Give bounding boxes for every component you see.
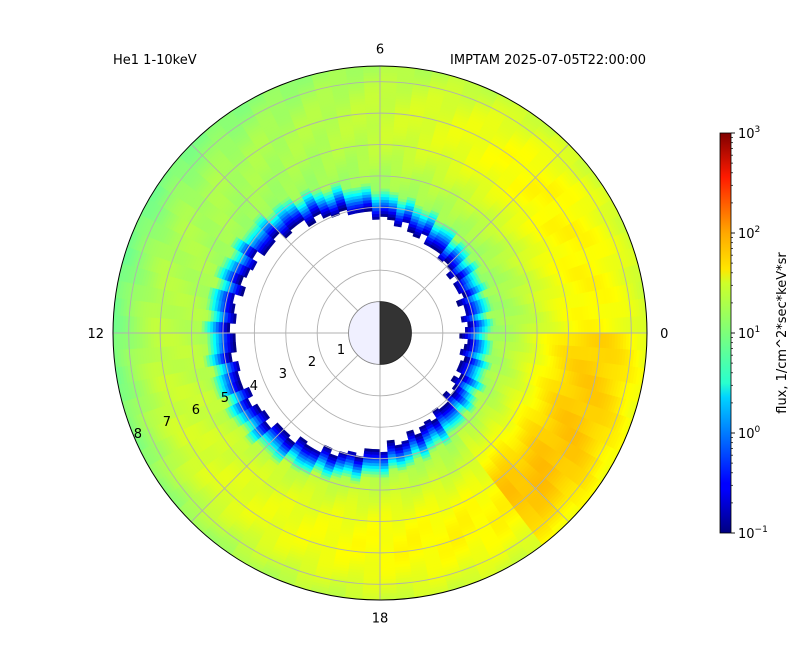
flux-cell: [650, 297, 655, 315]
flux-cell: [344, 59, 362, 64]
flux-cell: [380, 602, 398, 605]
flux-cell: [432, 66, 452, 71]
flux-cell: [637, 244, 646, 263]
flux-cell: [326, 66, 346, 70]
flux-cell: [113, 297, 114, 316]
flux-cell: [113, 261, 118, 281]
flux-cell: [362, 604, 380, 607]
flux-cell: [114, 403, 123, 422]
flux-cell: [649, 315, 652, 333]
flux-cell: [380, 61, 398, 64]
flux-cell: [113, 385, 118, 405]
flux-cell: [344, 599, 363, 600]
chart-title-right: IMPTAM 2025-07-05T22:00:00: [450, 53, 646, 68]
flux-cell: [119, 420, 130, 439]
flux-cell: [258, 78, 277, 90]
flux-cell: [362, 602, 380, 605]
flux-cell: [432, 595, 452, 600]
flux-cell: [326, 66, 345, 67]
flux-cell: [113, 367, 117, 387]
flux-cell: [467, 583, 486, 594]
flux-cell: [308, 595, 328, 600]
flux-cell: [113, 279, 117, 299]
flux-cell: [415, 599, 434, 600]
flux-cell: [274, 583, 293, 594]
flux-cell: [362, 58, 380, 61]
flux-cell: [106, 351, 111, 369]
flux-cell: [344, 66, 363, 67]
flux-cell: [105, 315, 108, 333]
flux-cell: [450, 590, 469, 599]
flux-cell: [105, 333, 108, 351]
flux-cell: [258, 576, 277, 588]
flux-cell: [623, 211, 635, 230]
flux-cell: [398, 59, 416, 64]
flux-cell: [630, 227, 641, 246]
flux-cell: [291, 67, 310, 76]
flux-cell: [623, 436, 635, 455]
flux-cell: [108, 315, 111, 333]
flux-cell: [397, 66, 416, 67]
flux-cell: [414, 596, 434, 600]
flux-cell: [119, 227, 130, 246]
flux-cell: [415, 66, 434, 67]
flux-cell: [291, 590, 310, 599]
chart-title-left: He1 1-10keV: [113, 53, 197, 68]
flux-cell: [106, 297, 111, 315]
flux-cell: [326, 599, 345, 600]
flux-cell: [450, 67, 469, 76]
flux-cell: [362, 61, 380, 64]
flux-cell: [483, 576, 502, 588]
flux-cell: [646, 279, 647, 298]
flux-cell: [380, 58, 398, 61]
flux-cell: [651, 315, 654, 333]
flux-cell: [483, 78, 502, 90]
flux-cell: [113, 350, 114, 369]
flux-cell: [642, 261, 647, 281]
flux-cell: [643, 279, 647, 299]
flux-cell: [646, 297, 647, 316]
flux-cell: [467, 72, 486, 83]
flux-cell: [125, 211, 137, 230]
flux-cell: [113, 279, 114, 298]
flux-cell: [414, 66, 434, 70]
flux-cell: [113, 368, 114, 387]
flux-cell: [114, 244, 123, 263]
flux-cell: [398, 603, 416, 608]
flux-cell: [380, 604, 398, 607]
flux-cell: [326, 596, 346, 600]
flux-cell: [344, 603, 362, 608]
flux-cell: [108, 333, 111, 351]
flux-cell: [308, 66, 328, 71]
flux-cell: [274, 72, 293, 83]
flux-cell: [397, 599, 416, 600]
